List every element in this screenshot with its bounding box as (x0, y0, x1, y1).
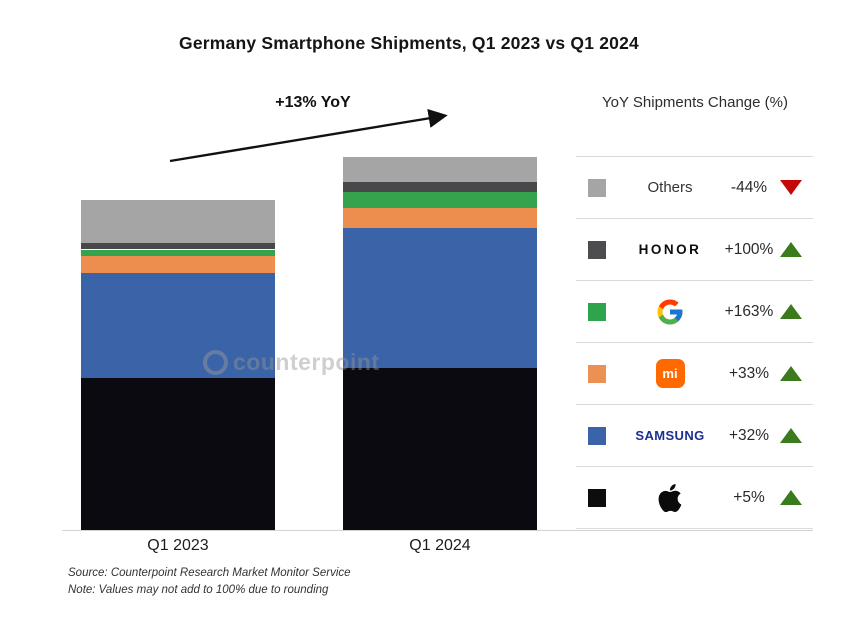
yoy-change-xiaomi: +33% (728, 364, 770, 382)
google-logo-icon (657, 299, 683, 324)
legend-header: YoY Shipments Change (%) (602, 94, 788, 111)
bar-segment-honor-q1-2023 (81, 242, 275, 250)
legend-swatch-apple (588, 488, 606, 507)
legend-brand-xiaomi: mi (622, 359, 718, 388)
bar-segment-apple-q1-2023 (81, 378, 275, 530)
legend-brand-apple (622, 482, 718, 514)
x-label-q1-2023: Q1 2023 (147, 537, 209, 554)
legend-row-google: +163% (576, 281, 813, 343)
bar-segment-samsung-q1-2023 (81, 272, 275, 379)
up-triangle-icon (780, 366, 802, 381)
legend-brand-honor: HONOR (622, 242, 718, 257)
x-label-q1-2024: Q1 2024 (409, 537, 471, 554)
chart-title: Germany Smartphone Shipments, Q1 2023 vs… (179, 33, 639, 53)
up-triangle-icon (780, 304, 802, 319)
samsung-wordmark: SAMSUNG (635, 428, 705, 443)
xiaomi-logo-text: mi (662, 366, 678, 381)
yoy-change-google: +163% (724, 302, 774, 320)
honor-wordmark: HONOR (638, 242, 702, 257)
yoy-change-apple: +5% (733, 488, 765, 506)
apple-logo-icon (658, 483, 682, 512)
legend-brand-samsung: SAMSUNG (622, 428, 718, 443)
source-note: Source: Counterpoint Research Market Mon… (68, 567, 351, 579)
yoy-change-samsung: +32% (728, 426, 770, 444)
bar-segment-google-q1-2024 (343, 191, 537, 209)
legend-swatch-xiaomi (588, 364, 606, 383)
legend-row-samsung: SAMSUNG +32% (576, 405, 813, 467)
brand-label: Others (647, 179, 693, 196)
rounding-note: Note: Values may not add to 100% due to … (68, 584, 329, 596)
legend-row-honor: HONOR +100% (576, 219, 813, 281)
yoy-change-honor: +100% (724, 240, 774, 258)
legend-row-others: Others -44% (576, 157, 813, 219)
legend-brand-google (622, 297, 718, 327)
up-triangle-icon (780, 490, 802, 505)
footer-notes: Source: Counterpoint Research Market Mon… (68, 565, 351, 599)
bar-segment-honor-q1-2024 (343, 181, 537, 192)
yoy-change-others: -44% (730, 178, 768, 196)
bar-segment-samsung-q1-2024 (343, 228, 537, 369)
legend-row-xiaomi: mi +33% (576, 343, 813, 405)
bar-segment-apple-q1-2024 (343, 368, 537, 530)
bar-segment-google-q1-2023 (81, 249, 275, 257)
bar-segment-xiaomi-q1-2023 (81, 256, 275, 273)
bar-segment-xiaomi-q1-2024 (343, 208, 537, 229)
x-axis-line (62, 530, 813, 531)
legend-brand-others: Others (622, 179, 718, 196)
legend-row-apple: +5% (576, 467, 813, 529)
xiaomi-logo-icon: mi (655, 359, 685, 388)
up-triangle-icon (780, 242, 802, 257)
legend-swatch-google (588, 302, 606, 321)
legend-swatch-honor (588, 240, 606, 259)
yoy-growth-annotation: +13% YoY (275, 94, 351, 111)
legend-swatch-samsung (588, 426, 606, 445)
legend-swatch-others (588, 178, 606, 197)
legend-table: Others -44% HONOR +100% +163% mi +33% SAMSUNG +3… (576, 156, 813, 529)
bar-segment-others-q1-2023 (81, 200, 275, 243)
growth-arrow-icon (169, 108, 448, 163)
up-triangle-icon (780, 428, 802, 443)
down-triangle-icon (780, 180, 802, 195)
bar-segment-others-q1-2024 (343, 157, 537, 182)
